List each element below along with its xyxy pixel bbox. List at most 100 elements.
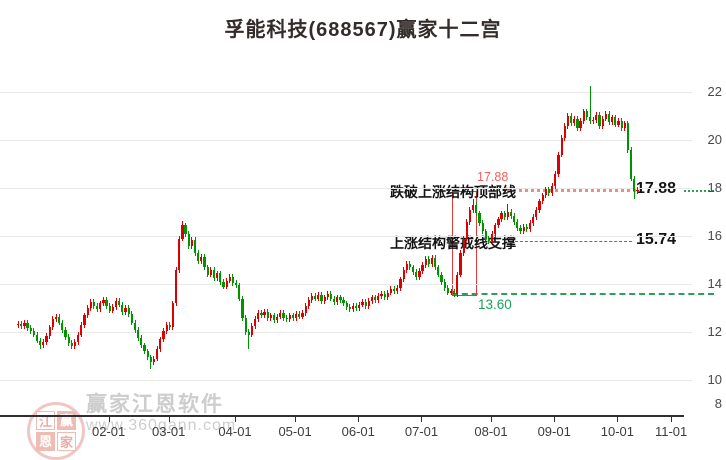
candle-body bbox=[241, 298, 244, 318]
candle-body bbox=[266, 311, 269, 318]
candle-body bbox=[601, 118, 604, 126]
candle-body bbox=[200, 256, 203, 262]
candle-body bbox=[377, 296, 380, 300]
candle-body bbox=[459, 253, 462, 275]
candle-body bbox=[102, 299, 105, 304]
x-axis-tick bbox=[421, 416, 423, 422]
candle-body bbox=[367, 301, 370, 306]
candle-body bbox=[418, 271, 421, 277]
candle-body bbox=[257, 313, 260, 319]
candle-body bbox=[219, 273, 222, 282]
box-bottom-price-label: 13.60 bbox=[478, 296, 512, 312]
candle-wick bbox=[589, 86, 591, 124]
candle-body bbox=[32, 331, 35, 335]
candle-body bbox=[159, 339, 162, 349]
candle-body bbox=[513, 215, 516, 222]
candle-body bbox=[51, 319, 54, 328]
candle-body bbox=[620, 121, 623, 129]
candle-body bbox=[336, 297, 339, 303]
candle-body bbox=[475, 205, 478, 214]
candle-body bbox=[440, 274, 443, 282]
candle-body bbox=[168, 325, 171, 328]
warning-support-label: 上涨结构警戒线支撑 bbox=[390, 235, 516, 252]
candle-body bbox=[421, 265, 424, 271]
chart-area[interactable]: 孚能科技(688567)赢家十二宫 跌破上涨结构顶部线 17.88 上涨结构警戒… bbox=[0, 0, 726, 450]
candle-body bbox=[118, 301, 121, 305]
candle-body bbox=[607, 113, 611, 123]
candle-body bbox=[570, 116, 573, 124]
candle-body bbox=[235, 283, 238, 286]
x-axis-tick bbox=[491, 416, 492, 422]
warning-support-value: 15.74 bbox=[636, 231, 677, 249]
candle-body bbox=[532, 217, 535, 223]
candle-body bbox=[630, 149, 633, 179]
candle-body bbox=[383, 293, 386, 298]
candle-body bbox=[358, 304, 361, 309]
candle-body bbox=[361, 302, 364, 305]
candle-body bbox=[146, 351, 149, 358]
candle-body bbox=[547, 189, 551, 193]
candle-body bbox=[408, 263, 412, 268]
candle-body bbox=[592, 119, 595, 122]
candle-body bbox=[222, 281, 225, 287]
candle-body bbox=[522, 226, 525, 232]
candle-body bbox=[133, 322, 137, 330]
candle-body bbox=[491, 233, 494, 241]
candle-body bbox=[342, 299, 345, 304]
candle-body bbox=[326, 293, 329, 298]
x-axis-label: 09-01 bbox=[537, 424, 571, 439]
y-axis-label: 18 bbox=[707, 180, 722, 196]
top-structure-green-dotted-line bbox=[684, 190, 714, 193]
candle-body bbox=[206, 267, 209, 275]
y-axis-label: 12 bbox=[707, 324, 722, 340]
candle-body bbox=[633, 178, 636, 192]
candle-body bbox=[263, 311, 266, 316]
candle-body bbox=[111, 307, 114, 311]
candle-body bbox=[92, 302, 96, 306]
candle-body bbox=[225, 280, 228, 287]
candle-body bbox=[389, 289, 393, 293]
candle-body bbox=[525, 226, 528, 229]
candle-body bbox=[468, 209, 472, 222]
candle-body bbox=[187, 233, 190, 246]
candle-body bbox=[152, 358, 156, 363]
candle-body bbox=[247, 332, 250, 335]
candle-body bbox=[212, 269, 216, 279]
candle-body bbox=[58, 316, 61, 323]
candle-body bbox=[190, 239, 193, 246]
candle-body bbox=[380, 293, 383, 297]
candle-body bbox=[636, 190, 639, 192]
x-axis-label: 07-01 bbox=[404, 424, 439, 439]
candle-body bbox=[70, 343, 73, 347]
candle-body bbox=[288, 315, 291, 319]
candle-body bbox=[339, 297, 342, 300]
candle-body bbox=[437, 267, 440, 275]
candle-body bbox=[181, 225, 184, 239]
candle-body bbox=[203, 256, 206, 268]
grid-line bbox=[0, 332, 692, 334]
candle-body bbox=[557, 154, 560, 174]
candle-body bbox=[61, 322, 64, 330]
candle-body bbox=[124, 308, 127, 312]
candle-body bbox=[89, 302, 92, 309]
candle-body bbox=[364, 302, 367, 306]
x-axis-tick bbox=[554, 416, 556, 422]
candle-body bbox=[623, 123, 626, 129]
x-axis-tick bbox=[168, 416, 170, 422]
grid-line bbox=[0, 140, 692, 142]
candle-body bbox=[588, 117, 592, 121]
candle-body bbox=[29, 327, 32, 331]
candle-body bbox=[193, 239, 197, 253]
grid-line bbox=[0, 236, 692, 238]
candle-body bbox=[405, 263, 408, 270]
box-corner-price-label: 17.88 bbox=[477, 170, 509, 185]
candle-body bbox=[162, 331, 165, 340]
grid-line bbox=[0, 284, 692, 286]
candle-body bbox=[83, 315, 86, 325]
candle-body bbox=[96, 305, 99, 310]
candle-body bbox=[171, 303, 175, 328]
candle-body bbox=[26, 322, 29, 328]
x-axis-label: 10-01 bbox=[600, 424, 635, 439]
candle-body bbox=[127, 308, 130, 315]
